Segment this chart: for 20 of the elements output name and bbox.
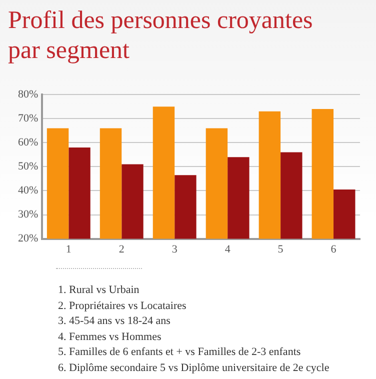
- chart-title: Profil des personnes croyantes par segment: [8, 6, 314, 66]
- y-tick-label: 70%: [18, 112, 38, 125]
- y-tick-label: 20%: [18, 232, 38, 245]
- text: 6. Diplôme secondaire 5 vs Diplôme universitaire de 2e cycle: [58, 360, 330, 376]
- x-tick-label: 4: [224, 243, 231, 256]
- y-tick-label: 80%: [18, 88, 38, 100]
- text: 3. 45-54 ans vs 18-24 ans: [58, 314, 172, 329]
- x-tick-label: 6: [330, 243, 337, 256]
- x-tick-label: 3: [172, 243, 178, 256]
- y-tick-label: 30%: [18, 208, 38, 221]
- text: 2. Propriétaires vs Locataires: [58, 298, 188, 314]
- x-tick-label: 5: [278, 243, 284, 256]
- x-tick-label: 2: [118, 243, 124, 256]
- y-tick-label: 50%: [18, 160, 38, 173]
- y-tick-label: 60%: [18, 136, 38, 149]
- x-tick-label: 1: [66, 243, 72, 256]
- text: 4. Femmes vs Hommes: [58, 330, 162, 344]
- text: 1. Rural vs Urbain: [58, 283, 140, 298]
- text: 5. Familles de 6 enfants et + vs Familles de 2-3 enfants: [58, 345, 302, 360]
- y-tick-label: 40%: [18, 184, 38, 197]
